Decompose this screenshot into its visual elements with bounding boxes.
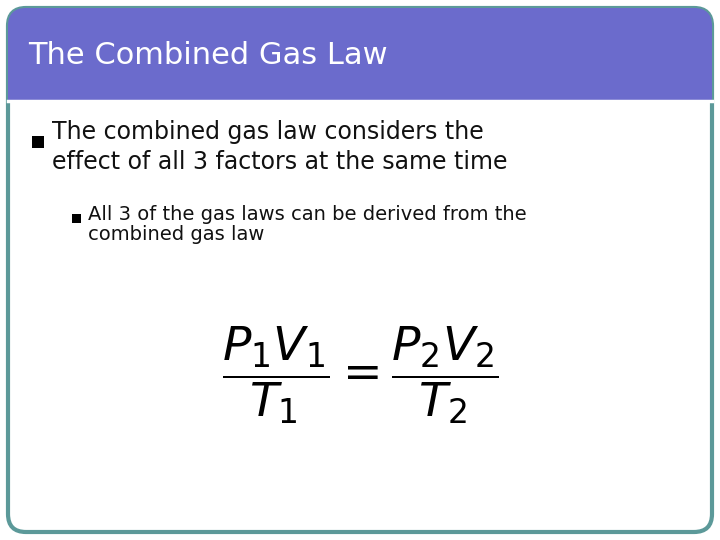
Bar	[32, 136, 44, 148]
Text: $\dfrac{P_1V_1}{T_1} = \dfrac{P_2V_2}{T_2}$: $\dfrac{P_1V_1}{T_1} = \dfrac{P_2V_2}{T_…	[222, 324, 498, 426]
Text: combined gas law: combined gas law	[88, 225, 264, 244]
Text: The Combined Gas Law: The Combined Gas Law	[28, 41, 387, 70]
Text: All 3 of the gas laws can be derived from the: All 3 of the gas laws can be derived fro…	[88, 205, 526, 224]
Bar	[72, 214, 81, 223]
FancyBboxPatch shape	[8, 8, 712, 532]
Text: effect of all 3 factors at the same time: effect of all 3 factors at the same time	[52, 150, 508, 174]
FancyBboxPatch shape	[8, 8, 712, 103]
Bar	[8, 83, 712, 103]
Text: The combined gas law considers the: The combined gas law considers the	[52, 120, 484, 144]
